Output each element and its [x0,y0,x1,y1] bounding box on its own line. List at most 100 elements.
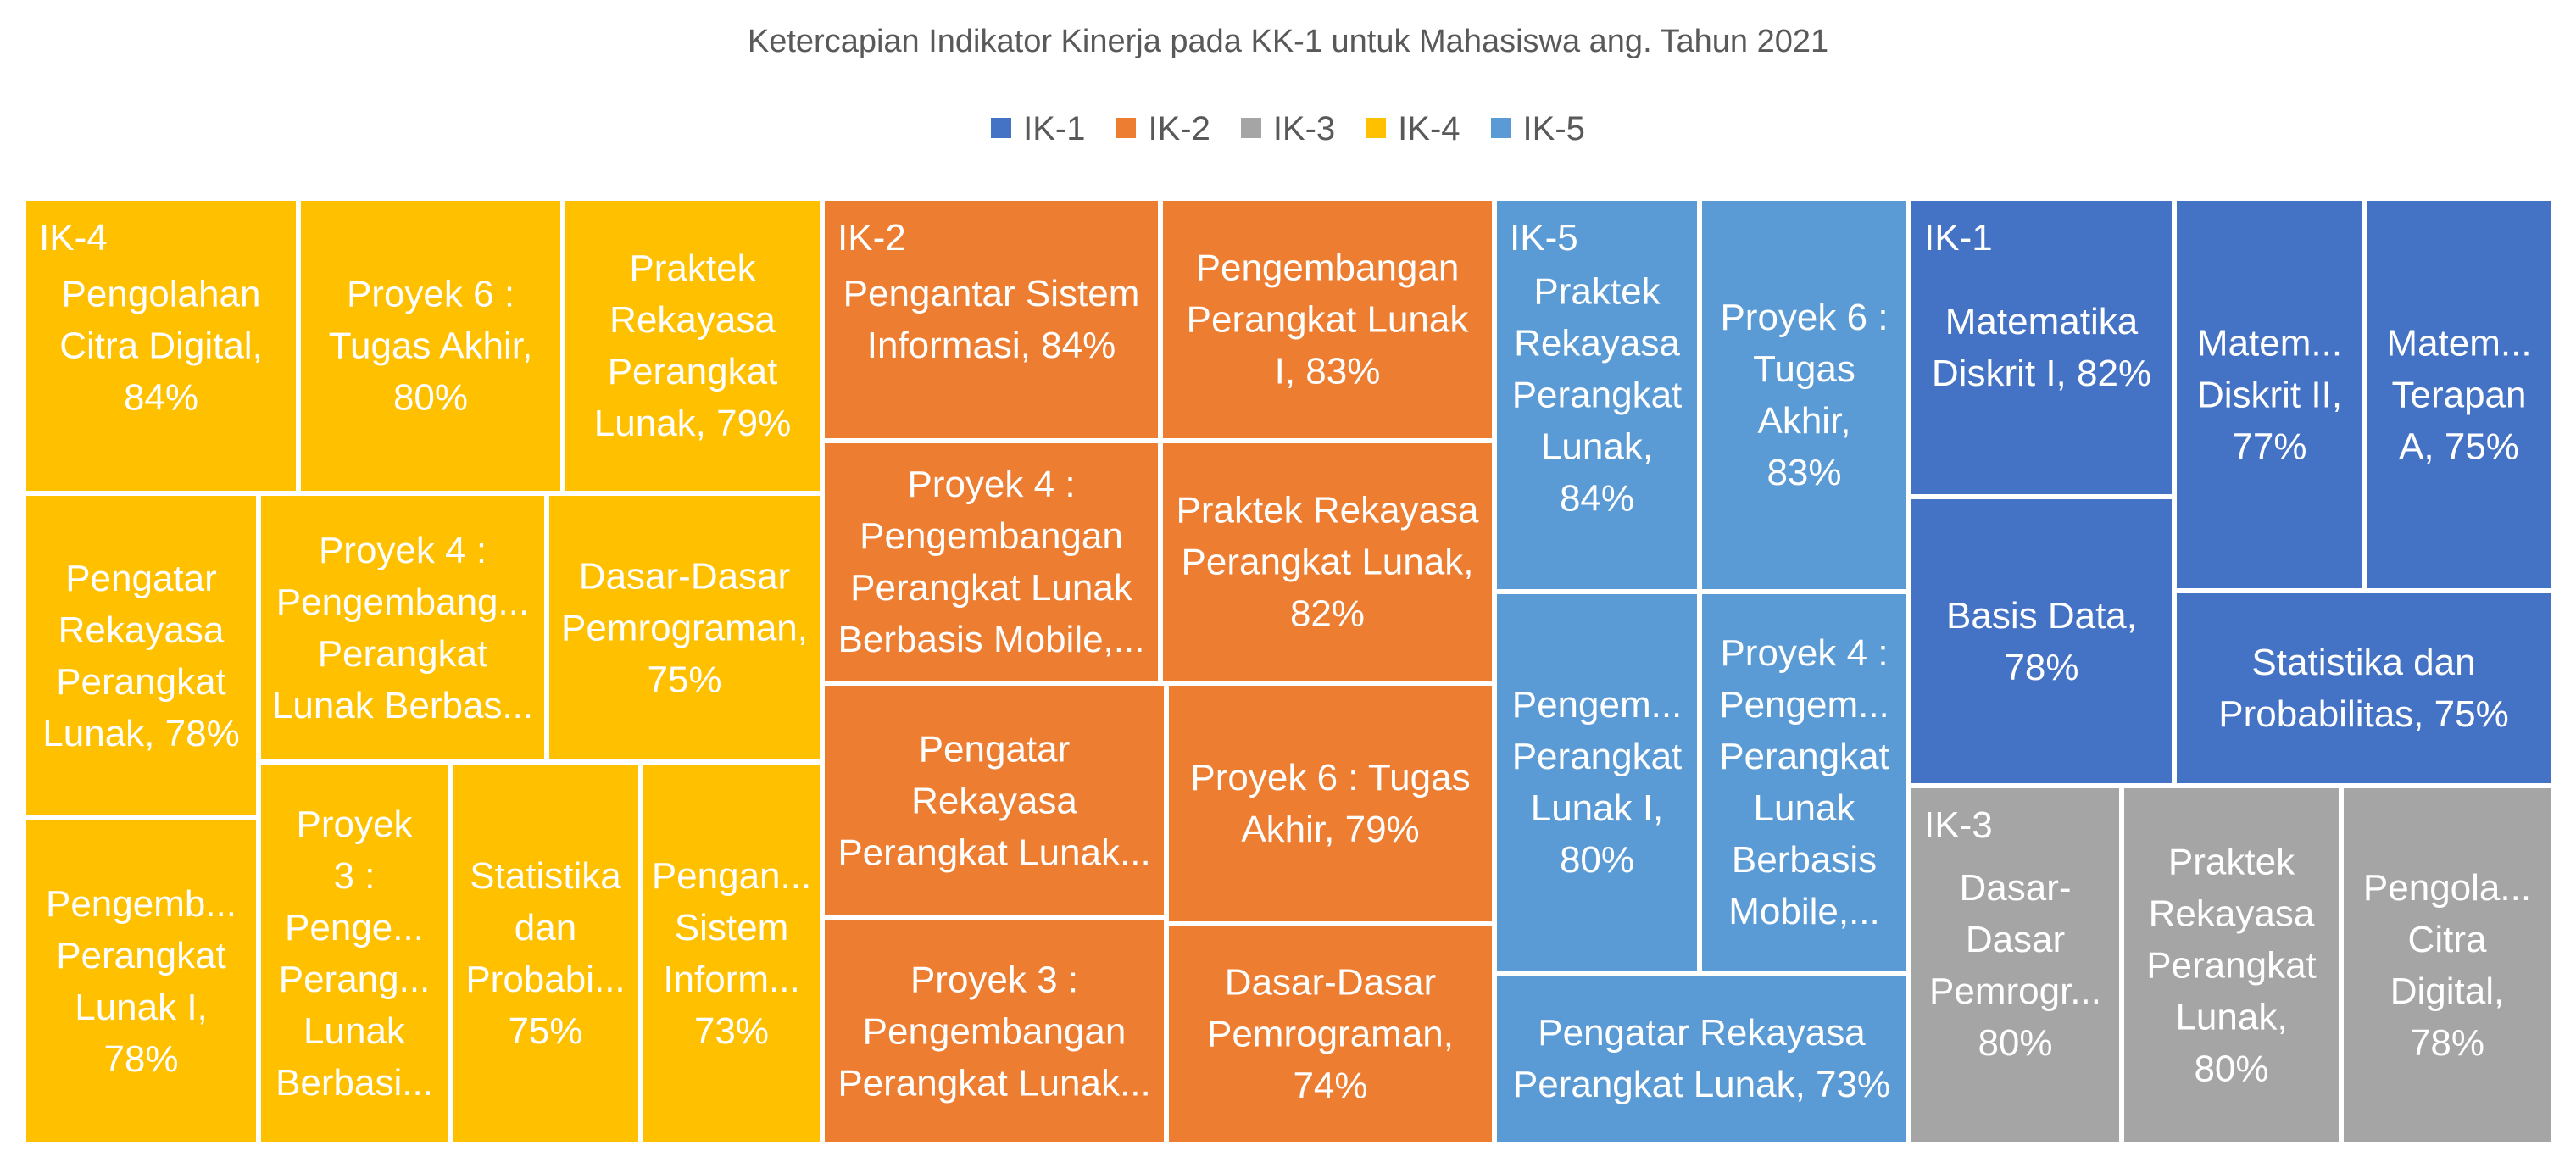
tile-label: Proyek 4 : Pengembang... Perangkat Lunak Be… [268,525,537,731]
tile-label-line: Proyek 6 : [346,273,515,315]
tile-label-line: Rekayasa [1514,322,1680,364]
tile-label: Praktek Rekayasa Perangkat Lunak, 82% [1170,485,1485,640]
tile-label-line: 83% [1766,452,1842,493]
tile-label-line: Pengem... [1511,684,1683,726]
tile-label-line: Lunak [303,1009,405,1052]
treemap-tile: Pengatar Rekayasa Perangkat Lunak, 73% [1497,976,1906,1142]
tile-label-line: Perangkat [56,934,226,976]
tile-label-line: Proyek 4 : [1720,632,1889,674]
treemap-tile: Proyek 4 : Pengembangan Perangkat Lunak Ber… [825,443,1158,681]
tile-label: Praktek Rekayasa Perangkat Lunak, 84% [1504,266,1690,525]
treemap-tile: Matem... Terapan A, 75% [2367,201,2551,588]
tile-label-line: Pemrograman, [1206,1013,1454,1055]
treemap-tile: Proyek 6 : Tugas Akhir, 83% [1702,201,1906,589]
tile-label-line: Rekayasa [58,609,225,651]
tile-label-line: Mobile,... [1728,891,1880,932]
tile-label-line: Pengembangan [860,515,1123,557]
legend-entry-ik-2: IK-2 [1116,110,1210,148]
tile-label: Statistika dan Probabi... 75% [459,850,631,1057]
tile-label: Matem... Terapan A, 75% [2374,317,2544,472]
tile-label-line: Tugas [1753,348,1855,390]
tile-label: Basis Data, 78% [1918,590,2165,693]
tile-label-line: Perangkat Lunak [1186,298,1469,341]
legend-label: IK-2 [1148,110,1210,147]
treemap-tile: Statistika dan Probabilitas, 75% [2177,593,2551,783]
legend-label: IK-1 [1023,110,1086,147]
tile-label: Statistika dan Probabilitas, 75% [2184,637,2544,740]
tile-label-line: Pengatar [918,728,1071,770]
tile-label-line: Lunak I, [75,986,208,1028]
group-label-ik-5: IK-5 [1510,217,1578,259]
tile-label-line: Tugas Akhir, [328,325,533,367]
tile-label-line: Lunak, [1540,425,1654,468]
treemap-tile: Pengemb... Perangkat Lunak I, 78% [26,820,256,1142]
treemap-tile: Basis Data, 78% [1911,499,2172,783]
treemap-tile: Dasar-Dasar Pemrograman, 74% [1169,926,1492,1142]
tile-label: Pengantar Sistem Informasi, 84% [832,268,1151,371]
tile-label-line: Perangkat Lunak... [837,1062,1151,1104]
tile-label: Proyek 6 : Tugas Akhir, 83% [1709,292,1900,498]
tile-label-line: 80% [1978,1021,2053,1064]
treemap-tile: Proyek 6 : Tugas Akhir, 80% [301,201,560,491]
treemap-tile: Pengola... Citra Digital, 78% [2344,788,2551,1142]
tile-label: Pengembangan Perangkat Lunak I, 83% [1170,242,1485,398]
tile-label-line: I, 83% [1274,350,1381,392]
tile-label-line: Lunak Berbas... [271,684,534,726]
tile-label-line: Pengem... [1719,684,1889,726]
tile-label-line: Proyek [296,803,413,845]
tile-label-line: Pengembangan [1195,247,1460,289]
tile-label-line: Dasar- [1959,866,2072,909]
tile-label: Dasar- Dasar Pemrogr... 80% [1918,862,2112,1069]
tile-label-line: 75% [508,1009,583,1052]
tile-label: Pengatar Rekayasa Perangkat Lunak, 78% [33,553,249,759]
tile-label-line: Statistika [470,854,621,897]
tile-label: Pengemb... Perangkat Lunak I, 78% [33,878,249,1085]
treemap-tile: Pengan... Sistem Inform... 73% [643,765,820,1142]
tile-label: Pengatar Rekayasa Perangkat Lunak, 73% [1504,1007,1900,1110]
treemap-tile: Proyek 3 : Pengembangan Perangkat Lunak... [825,920,1164,1142]
group-label-ik-4: IK-4 [39,217,108,259]
legend-swatch [1116,118,1137,139]
tile-label-line: Pengemb... [45,882,237,925]
treemap-tile: Pengembangan Perangkat Lunak I, 83% [1163,201,1492,438]
tile-label-line: Perangkat Lunak [850,567,1132,609]
tile-label: Praktek Rekayasa Perangkat Lunak, 80% [2131,836,2332,1094]
tile-label: Matematika Diskrit I, 82% [1918,296,2165,399]
tile-label-line: Rekayasa [609,299,776,341]
tile-label-line: Perangkat Lunak, [1181,541,1474,583]
tile-label-line: Lunak, 78% [42,712,240,754]
treemap-tile: Proyek 4 : Pengembang... Perangkat Lunak Be… [261,496,544,759]
treemap-tile: Proyek 6 : Tugas Akhir, 79% [1169,686,1492,921]
tile-label-line: Pemrograman, [560,607,808,648]
tile-label-line: Digital, [2390,970,2505,1012]
treemap-tile: Matem... Diskrit II, 77% [2177,201,2362,588]
tile-label-line: Akhir, [1757,400,1851,442]
tile-label-line: Perangkat [317,632,488,675]
tile-label-line: Sistem [674,906,789,948]
tile-label-line: Pengan... [651,854,812,897]
tile-label-line: Pengantar Sistem [843,273,1140,314]
tile-label-line: Basis Data, [1946,594,2137,637]
tile-label-line: 80% [1559,839,1635,881]
treemap-tile: Matematika Diskrit I, 82% [1911,201,2172,494]
tile-label-line: Probabi... [465,958,626,1000]
treemap-tile: Proyek 4 : Pengem... Perangkat Lunak Berbasi… [1702,594,1906,971]
tile-label-line: Proyek 4 : [907,464,1076,505]
treemap-tile: Dasar- Dasar Pemrogr... 80% [1911,788,2119,1142]
tile-label: Proyek 3 : Pengembangan Perangkat Lunak... [832,954,1157,1109]
tile-label-line: Citra [2407,918,2487,960]
tile-label-line: Dasar-Dasar [1224,961,1437,1004]
group-label-ik-1: IK-1 [1924,217,1993,259]
tile-label-line: Lunak [1753,787,1855,829]
tile-label: Proyek 3 : Penge... Perang... Lunak Berbasi..… [268,798,441,1109]
tile-label-line: Inform... [663,958,800,1000]
chart-title: Ketercapian Indikator Kinerja pada KK-1 … [747,24,1829,59]
tile-label-line: 80% [2194,1048,2269,1089]
tile-label-line: Informasi, 84% [866,325,1116,366]
tile-label-line: 84% [123,376,199,419]
treemap-tile: Pengantar Sistem Informasi, 84% [825,201,1158,438]
tile-label-line: 3 : [333,854,376,897]
tile-label-line: 75% [647,659,722,700]
tile-label-line: Praktek [2167,841,2295,882]
